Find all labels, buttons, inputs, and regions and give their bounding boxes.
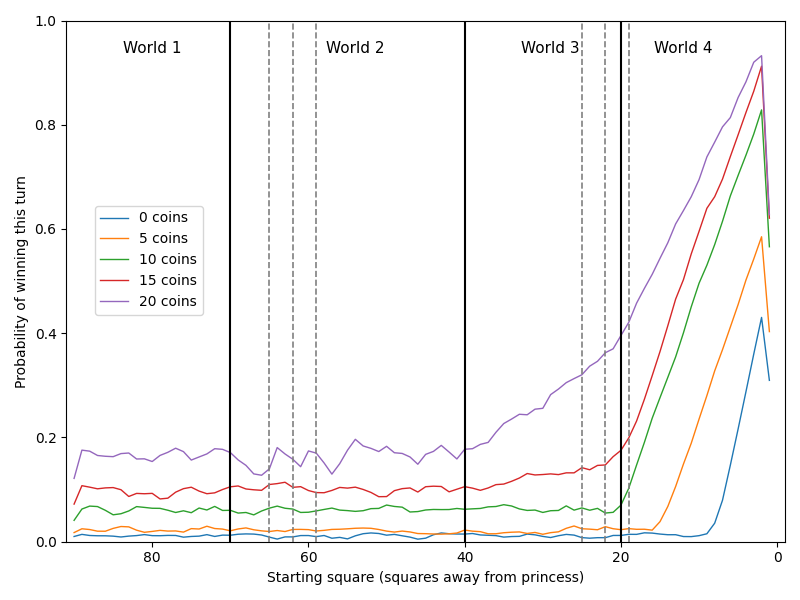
Line: 0 coins: 0 coins: [74, 317, 770, 539]
Text: World 4: World 4: [654, 41, 713, 56]
15 coins: [734, 131, 743, 139]
0 coins: [413, 536, 422, 543]
0 coins: [741, 388, 750, 395]
0 coins: [757, 314, 766, 321]
5 coins: [655, 518, 665, 525]
15 coins: [757, 62, 766, 70]
Line: 5 coins: 5 coins: [74, 237, 770, 534]
Y-axis label: Probability of winning this turn: Probability of winning this turn: [15, 175, 29, 388]
0 coins: [655, 530, 665, 538]
0 coins: [163, 532, 173, 539]
5 coins: [765, 328, 774, 335]
15 coins: [70, 500, 79, 508]
20 coins: [734, 94, 743, 101]
20 coins: [280, 451, 290, 458]
10 coins: [663, 374, 673, 381]
20 coins: [765, 211, 774, 218]
20 coins: [163, 449, 173, 456]
5 coins: [163, 527, 173, 535]
10 coins: [280, 505, 290, 512]
20 coins: [647, 271, 657, 278]
20 coins: [663, 239, 673, 247]
X-axis label: Starting square (squares away from princess): Starting square (squares away from princ…: [267, 571, 584, 585]
15 coins: [647, 372, 657, 379]
5 coins: [70, 529, 79, 536]
0 coins: [280, 533, 290, 541]
20 coins: [554, 385, 563, 392]
20 coins: [757, 52, 766, 59]
Text: World 2: World 2: [326, 41, 385, 56]
10 coins: [765, 243, 774, 250]
5 coins: [671, 483, 681, 490]
Line: 20 coins: 20 coins: [74, 56, 770, 478]
10 coins: [647, 415, 657, 422]
Text: World 3: World 3: [522, 41, 580, 56]
5 coins: [538, 530, 548, 538]
15 coins: [765, 215, 774, 222]
0 coins: [562, 531, 571, 538]
10 coins: [163, 506, 173, 514]
15 coins: [663, 322, 673, 329]
Line: 15 coins: 15 coins: [74, 66, 770, 504]
20 coins: [70, 475, 79, 482]
5 coins: [757, 233, 766, 241]
10 coins: [554, 507, 563, 514]
Line: 10 coins: 10 coins: [74, 110, 770, 520]
15 coins: [554, 471, 563, 478]
15 coins: [280, 479, 290, 486]
5 coins: [741, 277, 750, 284]
5 coins: [280, 528, 290, 535]
10 coins: [734, 172, 743, 179]
10 coins: [70, 517, 79, 524]
0 coins: [765, 377, 774, 384]
Legend: 0 coins, 5 coins, 10 coins, 15 coins, 20 coins: 0 coins, 5 coins, 10 coins, 15 coins, 20…: [94, 206, 202, 315]
Text: World 1: World 1: [123, 41, 182, 56]
0 coins: [671, 531, 681, 538]
5 coins: [562, 525, 571, 532]
10 coins: [757, 106, 766, 113]
0 coins: [70, 533, 79, 540]
15 coins: [163, 494, 173, 502]
